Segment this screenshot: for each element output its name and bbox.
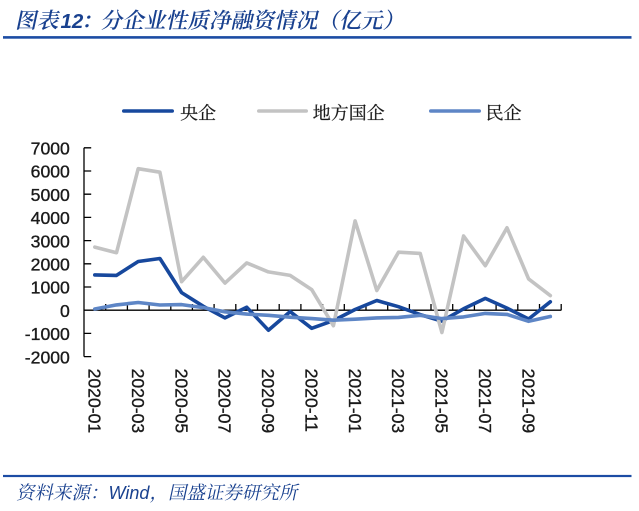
svg-text:3000: 3000 xyxy=(31,231,70,251)
svg-text:2000: 2000 xyxy=(31,255,70,275)
svg-text:2020-03: 2020-03 xyxy=(128,369,148,434)
svg-text:Wind: Wind xyxy=(109,483,151,503)
svg-text:-1000: -1000 xyxy=(25,324,70,344)
svg-text:5000: 5000 xyxy=(31,185,70,205)
svg-text:2021-05: 2021-05 xyxy=(432,369,452,434)
svg-text:2020-07: 2020-07 xyxy=(215,369,235,434)
svg-text:2021-09: 2021-09 xyxy=(518,369,538,434)
svg-text:2020-09: 2020-09 xyxy=(258,369,278,434)
svg-text:2021-01: 2021-01 xyxy=(345,369,365,434)
svg-text:2020-01: 2020-01 xyxy=(85,369,105,434)
svg-text:2020-05: 2020-05 xyxy=(171,369,191,434)
svg-text:2021-07: 2021-07 xyxy=(475,369,495,434)
svg-text:7000: 7000 xyxy=(31,139,70,159)
svg-text:6000: 6000 xyxy=(31,162,70,182)
svg-text:-2000: -2000 xyxy=(25,347,70,367)
svg-text:1000: 1000 xyxy=(31,278,70,298)
svg-text:2021-03: 2021-03 xyxy=(388,369,408,434)
svg-text:12: 12 xyxy=(61,10,84,33)
svg-text:4000: 4000 xyxy=(31,208,70,228)
svg-text:2020-11: 2020-11 xyxy=(301,369,321,432)
svg-text:0: 0 xyxy=(60,301,70,321)
